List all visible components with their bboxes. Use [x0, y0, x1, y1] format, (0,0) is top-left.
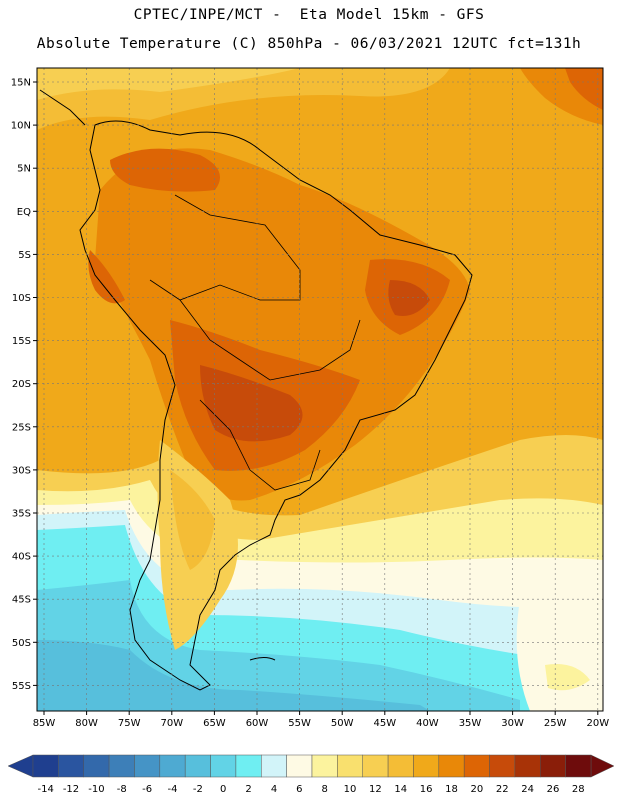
colorbar-label: -14: [38, 784, 54, 795]
colorbar-swatch: [438, 754, 465, 778]
colorbar-swatch: [463, 754, 490, 778]
colorbar-swatch: [134, 754, 161, 778]
colorbar-label: 28: [572, 784, 585, 795]
grid: [37, 68, 603, 711]
lon-label: 30W: [501, 718, 524, 729]
lat-label: 40S: [12, 552, 31, 563]
central-america-coast: [39, 89, 86, 126]
lat-label: 25S: [12, 422, 31, 433]
lat-label: 15N: [11, 78, 31, 89]
lon-label: 50W: [331, 718, 354, 729]
colorbar-swatch: [311, 754, 338, 778]
colorbar-label: 20: [471, 784, 484, 795]
colorbar-label: 6: [296, 784, 302, 795]
colorbar-swatch: [489, 754, 516, 778]
lon-label: 55W: [288, 718, 311, 729]
colorbar-labels: -14 -12 -10 -8 -6 -4 -2 0 2 4 6 8 10 12 14 16 18 20 22 24 26…: [38, 784, 585, 795]
colorbar-arrow-right: [590, 754, 615, 778]
lon-label: 65W: [203, 718, 226, 729]
lat-label: 50S: [12, 638, 31, 649]
lat-label: 5N: [17, 164, 31, 175]
colorbar-swatch: [514, 754, 541, 778]
lat-label: EQ: [17, 207, 31, 218]
colorbar-swatch: [362, 754, 389, 778]
colorbar-label: -4: [168, 784, 178, 795]
lat-label: 15S: [12, 336, 31, 347]
lon-label: 45W: [373, 718, 396, 729]
lon-label: 80W: [75, 718, 98, 729]
lon-label: 40W: [416, 718, 439, 729]
lat-label: 35S: [12, 509, 31, 520]
colorbar-swatch: [413, 754, 440, 778]
colorbar-label: 4: [271, 784, 277, 795]
colorbar-label: 16: [420, 784, 433, 795]
temperature-field: [37, 68, 603, 711]
colorbar-label: 18: [445, 784, 458, 795]
lat-label: 10N: [11, 121, 31, 132]
colorbar-swatch: [261, 754, 287, 778]
border: [149, 194, 301, 301]
colorbar-label: -12: [63, 784, 79, 795]
lat-label: 30S: [12, 465, 31, 476]
map-title: CPTEC/INPE/MCT - Eta Model 15km - GFS: [133, 7, 485, 23]
latitude-labels: 15N 10N 5N EQ 5S 10S 15S 20S 25S 30S 35S 40S 45S 50S 5…: [11, 78, 37, 692]
lon-label: 25W: [544, 718, 567, 729]
lat-label: 55S: [12, 681, 31, 692]
falklands: [249, 657, 276, 661]
lat-label: 10S: [12, 293, 31, 304]
colorbar-label: 8: [322, 784, 328, 795]
map-subtitle: Absolute Temperature (C) 850hPa - 06/03/…: [36, 36, 582, 52]
colorbar-label: 2: [245, 784, 251, 795]
colorbar-swatch: [337, 754, 363, 778]
coastline: [79, 120, 473, 691]
lat-label: 20S: [12, 379, 31, 390]
colorbar-swatch: [159, 754, 186, 778]
colorbar-swatch: [184, 754, 211, 778]
colorbar-label: -8: [117, 784, 127, 795]
longitude-labels: 85W 80W 75W 70W 65W 60W 55W 50W 45W 40W 35W 30W 25W 2…: [33, 711, 609, 729]
lon-label: 35W: [459, 718, 482, 729]
map-frame: [36, 67, 604, 712]
lon-label: 20W: [586, 718, 609, 729]
colorbar-swatch: [540, 754, 566, 778]
colorbar-swatch: [108, 754, 135, 778]
lon-label: 85W: [33, 718, 56, 729]
colorbar: [7, 754, 615, 778]
border: [199, 399, 321, 491]
colorbar-swatch: [58, 754, 84, 778]
colorbar-label: 0: [220, 784, 226, 795]
lat-label: 5S: [18, 250, 31, 261]
lon-label: 70W: [160, 718, 183, 729]
colorbar-label: 10: [344, 784, 357, 795]
lon-label: 60W: [246, 718, 269, 729]
colorbar-label: 24: [521, 784, 534, 795]
colorbar-label: -2: [193, 784, 203, 795]
lat-label: 45S: [12, 595, 31, 606]
colorbar-swatch: [235, 754, 262, 778]
colorbar-label: 14: [394, 784, 407, 795]
colorbar-label: 12: [369, 784, 382, 795]
colorbar-label: 22: [496, 784, 509, 795]
colorbar-swatch: [210, 754, 237, 778]
colorbar-swatch: [387, 754, 414, 778]
colorbar-swatch: [32, 754, 59, 778]
border: [179, 299, 361, 381]
colorbar-swatch: [286, 754, 313, 778]
colorbar-label: 26: [547, 784, 560, 795]
colorbar-swatch: [83, 754, 110, 778]
lon-label: 75W: [118, 718, 141, 729]
colorbar-swatch: [565, 754, 592, 778]
colorbar-label: -10: [88, 784, 104, 795]
colorbar-arrow-left: [7, 754, 34, 778]
colorbar-label: -6: [142, 784, 152, 795]
